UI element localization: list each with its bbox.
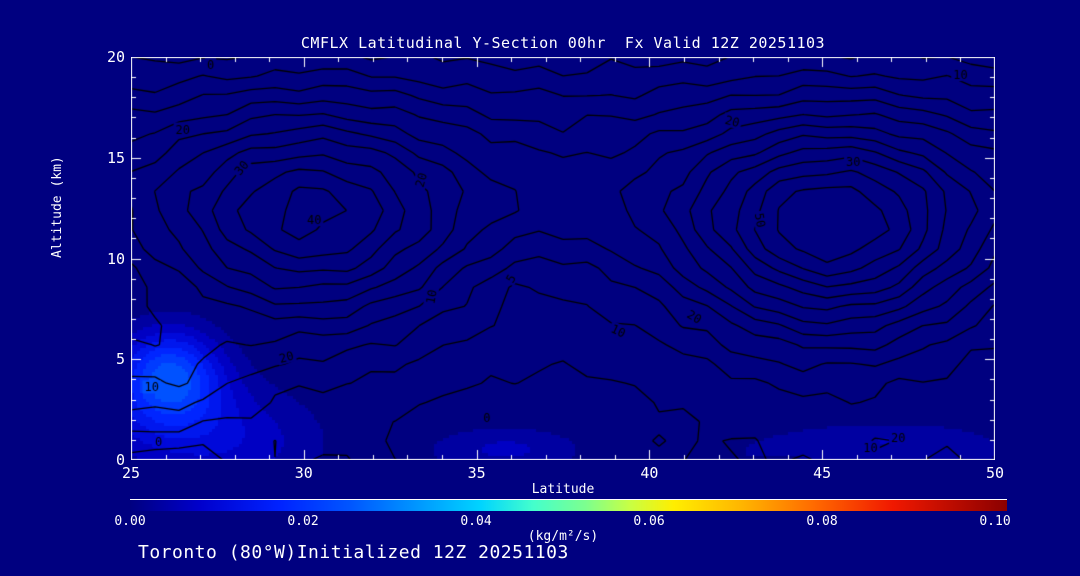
colorbar-top-edge [130, 499, 1007, 500]
colorbar-tick-label: 0.04 [460, 514, 492, 529]
colorbar-tick-label: 0.08 [806, 514, 838, 529]
y-tick-label: 15 [106, 148, 125, 167]
x-tick-label: 40 [640, 464, 659, 482]
y-tick-label: 0 [115, 451, 125, 469]
x-axis-label: Latitude [531, 482, 595, 497]
x-tick-label: 50 [985, 464, 1005, 482]
x-tick-label: 45 [813, 464, 832, 482]
y-tick-label: 20 [106, 48, 125, 66]
contour-plot-canvas [131, 57, 995, 460]
x-tick-label: 35 [467, 464, 486, 482]
colorbar-tick-label: 0.06 [633, 514, 665, 529]
colorbar-tick-label: 0.00 [114, 514, 146, 529]
x-tick-label: 25 [121, 464, 141, 482]
plot-title: CMFLX Latitudinal Y-Section 00hr Fx Vali… [300, 34, 826, 52]
colorbar [130, 500, 1007, 511]
colorbar-unit-label: (kg/m²/s) [527, 529, 599, 544]
footer-annotation: Toronto (80°W)Initialized 12Z 20251103 [138, 542, 569, 563]
y-tick-label: 10 [106, 249, 125, 268]
colorbar-tick-label: 0.10 [979, 514, 1011, 529]
y-tick-label: 5 [115, 350, 125, 369]
colorbar-tick-label: 0.02 [287, 514, 319, 529]
x-tick-label: 30 [294, 464, 313, 482]
